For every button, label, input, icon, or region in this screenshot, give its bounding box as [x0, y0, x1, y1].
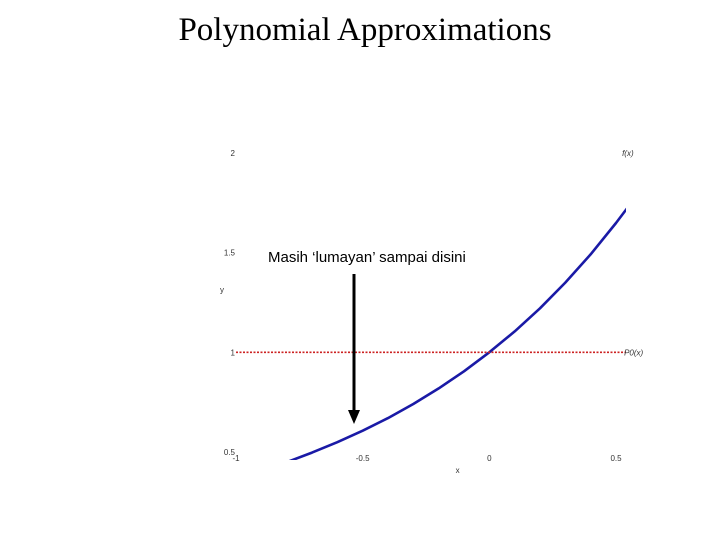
y-tick-label: 0.5 [224, 448, 236, 457]
y-tick-label: 1.5 [224, 249, 236, 258]
series-label: f(x) [622, 149, 634, 158]
y-axis-label: y [220, 286, 224, 295]
y-tick-label: 1 [231, 348, 236, 357]
slide-title: Polynomial Approximations [178, 12, 552, 48]
series-label: P0(x) [624, 348, 643, 357]
axis-ticks: -1 -0.5 0 0.5 0.5 1 1.5 2 x y [220, 149, 622, 475]
series-labels: f(x) P0(x) [622, 149, 643, 357]
annotation: Masih ‘lumayan’ sampai disini [258, 241, 514, 424]
annotation-box [258, 241, 514, 271]
x-tick-label: -0.5 [356, 454, 370, 463]
x-tick-label: -1 [232, 454, 240, 463]
x-tick-label: 0.5 [610, 454, 622, 463]
series-line [288, 207, 626, 460]
series-layer [236, 207, 626, 460]
x-tick-label: 0 [487, 454, 492, 463]
y-tick-label: 2 [231, 149, 236, 158]
x-axis-label: x [456, 466, 460, 475]
annotation-text: Masih ‘lumayan’ sampai disini [268, 249, 466, 266]
annotation-arrowhead [348, 410, 360, 424]
